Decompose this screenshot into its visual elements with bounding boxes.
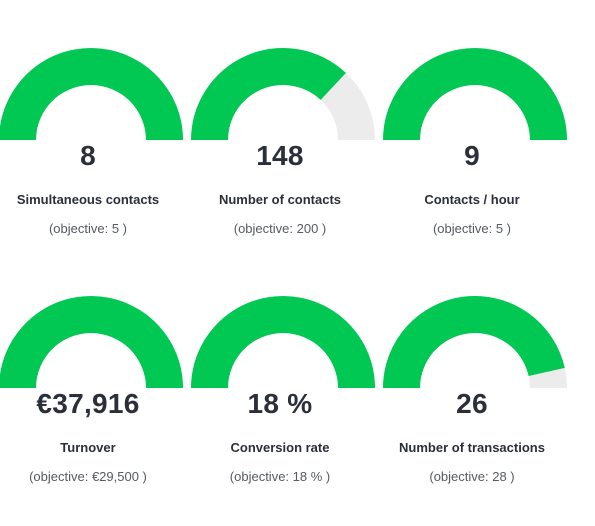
gauge-conversion-rate: [191, 296, 375, 388]
kpi-label: Conversion rate: [230, 440, 330, 455]
kpi-objective: (objective: 200 ): [233, 221, 327, 236]
gauge-contacts-per-hour: [383, 48, 567, 140]
kpi-objective: (objective: €29,500 ): [29, 469, 147, 484]
kpi-objective: (objective: 28 ): [429, 469, 515, 484]
gauge-fill: [383, 48, 567, 140]
gauge-fill: [0, 296, 183, 388]
kpi-objective: (objective: 18 % ): [229, 469, 331, 484]
kpi-label: Number of contacts: [218, 192, 342, 207]
gauge-simultaneous-contacts: [0, 48, 183, 140]
kpi-tile-contacts-per-hour: 9 Contacts / hour (objective: 5 ): [383, 0, 574, 240]
kpi-label: Number of transactions: [399, 440, 545, 455]
gauge-number-of-contacts: [191, 47, 375, 141]
kpi-tile-turnover: €37,916 Turnover (objective: €29,500 ): [0, 248, 190, 488]
gauge-fill: [191, 47, 346, 141]
kpi-value: 18 %: [247, 388, 313, 419]
gauge-fill: [191, 296, 375, 388]
gauge-number-of-transactions: [383, 295, 567, 388]
kpi-objective: (objective: 5 ): [432, 221, 512, 236]
kpi-value: 26: [456, 388, 488, 419]
kpi-value: €37,916: [36, 388, 140, 419]
gauge-turnover: [0, 296, 183, 388]
kpi-label: Turnover: [60, 440, 116, 455]
kpi-value: 148: [256, 140, 304, 171]
kpi-value: 9: [464, 140, 480, 171]
kpi-objective: (objective: 5 ): [48, 221, 128, 236]
kpi-label: Contacts / hour: [424, 192, 520, 207]
kpi-label: Simultaneous contacts: [16, 192, 160, 207]
kpi-tile-number-of-transactions: 26 Number of transactions (objective: 28…: [383, 248, 574, 488]
kpi-tile-conversion-rate: 18 % Conversion rate (objective: 18 % ): [191, 248, 382, 488]
gauge-fill: [0, 48, 183, 140]
kpi-tile-simultaneous-contacts: 8 Simultaneous contacts (objective: 5 ): [0, 0, 190, 240]
kpi-value: 8: [80, 140, 96, 171]
kpi-tile-number-of-contacts: 148 Number of contacts (objective: 200 ): [191, 0, 382, 240]
gauge-fill: [383, 295, 565, 388]
